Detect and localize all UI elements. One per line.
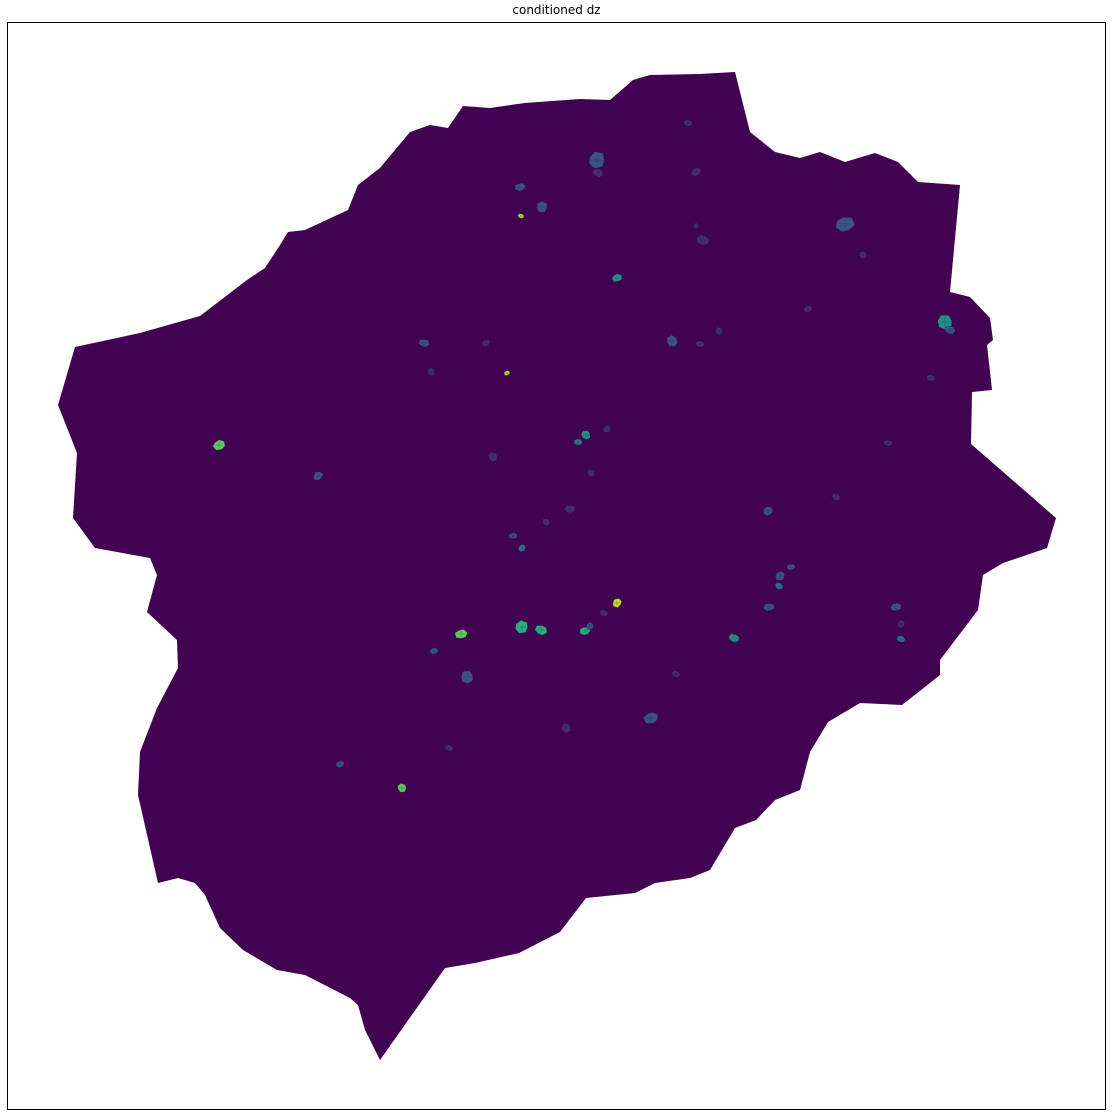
anomaly-cell-mesh (805, 307, 811, 311)
anomaly-cell-mesh (588, 471, 594, 475)
anomaly-cell-mesh (457, 631, 465, 637)
anomaly-cell-mesh (614, 600, 620, 606)
anomaly-cell-mesh (697, 342, 703, 346)
anomaly-cell-mesh (575, 440, 581, 444)
anomaly-cell-mesh (833, 495, 839, 499)
anomaly-cell-mesh (421, 340, 427, 346)
anomaly-cell-mesh (699, 237, 707, 243)
anomaly-cell-mesh (462, 673, 472, 681)
anomaly-cell-mesh (215, 442, 223, 448)
anomaly-cell-mesh (591, 155, 603, 165)
anomaly-cell-mesh (731, 635, 737, 641)
anomaly-cell-mesh (431, 649, 437, 653)
anomaly-cell-mesh (893, 604, 899, 610)
anomaly-cell-mesh (694, 224, 698, 228)
anomaly-cell-mesh (563, 725, 569, 731)
anomaly-cell-mesh (614, 275, 620, 281)
anomaly-cell-mesh (519, 214, 523, 218)
anomaly-cell-mesh (446, 746, 452, 750)
anomaly-cell-mesh (595, 170, 601, 176)
anomaly-cell-mesh (517, 184, 523, 190)
anomaly-cell (937, 314, 952, 331)
anomaly-cell-mesh (583, 432, 589, 438)
anomaly-cell-mesh (519, 546, 525, 550)
anomaly-cell-mesh (685, 121, 691, 125)
anomaly-cell-mesh (947, 327, 953, 333)
anomaly-cell-mesh (839, 219, 851, 229)
anomaly-cell-mesh (860, 253, 866, 257)
anomaly-cell-mesh (543, 520, 549, 524)
anomaly-cell-mesh (673, 672, 679, 676)
anomaly-cell-mesh (505, 371, 509, 375)
anomaly-cell-mesh (693, 169, 699, 175)
anomaly-cell-mesh (788, 565, 794, 569)
anomaly-cell-mesh (399, 785, 405, 791)
anomaly-cell-mesh (928, 376, 934, 380)
anomaly-cell-mesh (601, 611, 607, 615)
anomaly-cell-mesh (885, 441, 891, 445)
anomaly-cell-mesh (587, 624, 593, 628)
chart-title: conditioned dz (512, 3, 601, 17)
anomaly-cell-mesh (582, 628, 588, 634)
anomaly-cell-mesh (537, 627, 545, 633)
anomaly-cell (666, 334, 678, 347)
anomaly-cells (212, 119, 956, 793)
axes-frame (7, 22, 1106, 1110)
anomaly-cell-mesh (716, 329, 722, 333)
anomaly-cell-mesh (898, 622, 904, 626)
anomaly-cell (835, 216, 856, 233)
anomaly-cell-mesh (428, 370, 434, 374)
anomaly-cell-mesh (517, 623, 527, 631)
anomaly-cell-mesh (538, 204, 546, 210)
anomaly-cell-mesh (490, 454, 496, 460)
anomaly-cell-mesh (765, 508, 771, 514)
anomaly-cell-mesh (510, 534, 516, 538)
anomaly-cell-mesh (777, 573, 783, 579)
anomaly-cell-mesh (776, 584, 782, 588)
anomaly-cell-mesh (898, 637, 904, 641)
anomaly-cell-mesh (567, 506, 573, 512)
anomaly-cell-mesh (315, 473, 321, 479)
anomaly-cell-mesh (604, 427, 610, 431)
anomaly-cell-mesh (940, 318, 950, 326)
anomaly-cell-mesh (668, 338, 676, 344)
anomaly-cell-mesh (337, 762, 343, 766)
anomaly-cell-mesh (646, 714, 656, 722)
anomaly-cell-mesh (483, 341, 489, 345)
anomaly-cell-mesh (766, 604, 772, 610)
